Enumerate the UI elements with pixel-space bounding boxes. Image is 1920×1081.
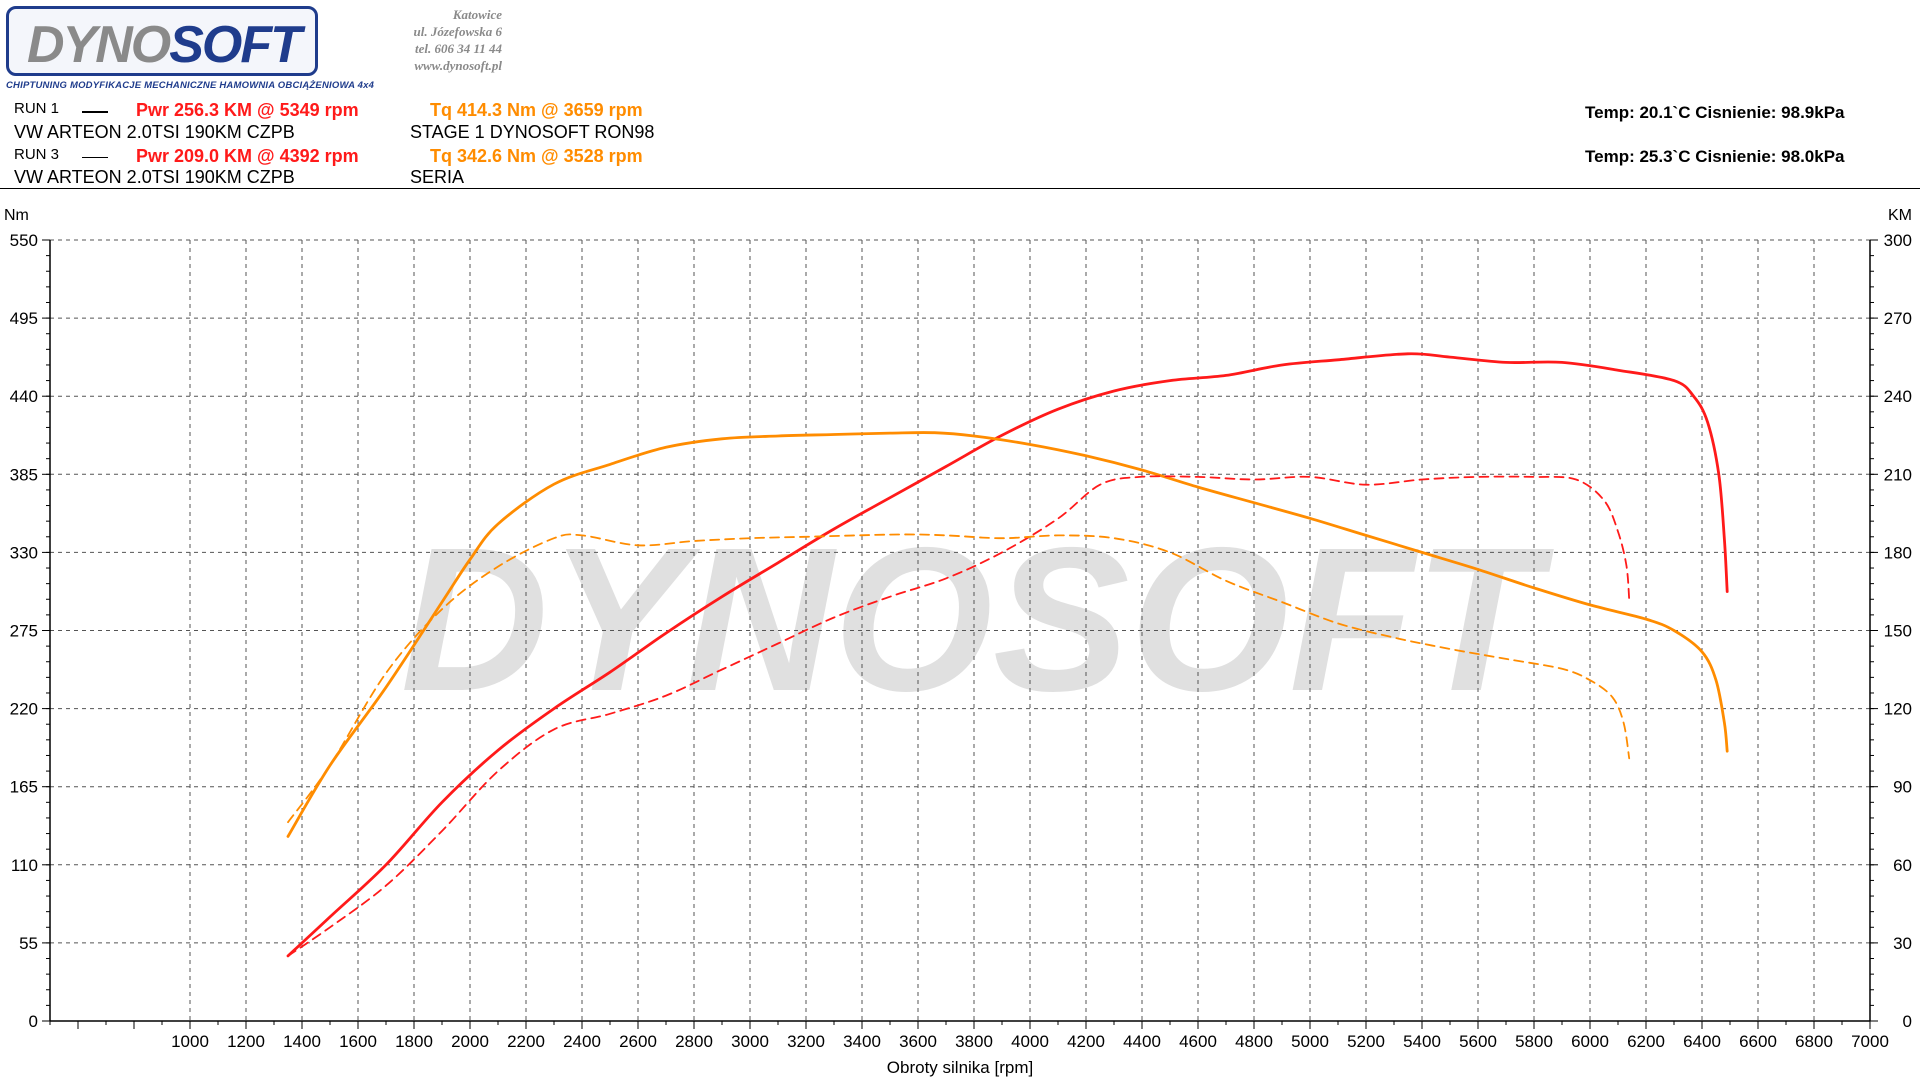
watermark: DYNOSOFT <box>401 505 1555 734</box>
x-tick-label: 1200 <box>227 1032 265 1051</box>
y-right-tick-label: 150 <box>1884 622 1912 641</box>
y-right-tick-label: 120 <box>1884 700 1912 719</box>
x-tick-label: 5800 <box>1515 1032 1553 1051</box>
y-left-tick-label: 0 <box>29 1012 38 1031</box>
address-line: www.dynosoft.pl <box>414 58 502 73</box>
y-right-axis-label: KM <box>1888 207 1912 224</box>
y-right-tick-label: 180 <box>1884 543 1912 562</box>
dynosoft-logo: DYNOSOFT <box>6 6 318 76</box>
y-left-tick-label: 330 <box>10 543 38 562</box>
x-tick-label: 5000 <box>1291 1032 1329 1051</box>
x-tick-label: 6400 <box>1683 1032 1721 1051</box>
y-left-tick-label: 165 <box>10 778 38 797</box>
x-tick-label: 1000 <box>171 1032 209 1051</box>
x-tick-label: 3600 <box>899 1032 937 1051</box>
y-right-tick-label: 60 <box>1893 856 1912 875</box>
x-tick-label: 2600 <box>619 1032 657 1051</box>
y-left-tick-label: 385 <box>10 465 38 484</box>
company-tagline: CHIPTUNING MODYFIKACJE MECHANICZNE HAMOW… <box>6 80 375 91</box>
x-tick-label: 6200 <box>1627 1032 1665 1051</box>
x-tick-label: 6000 <box>1571 1032 1609 1051</box>
chart-axes: 1000 1200 1400 1600 1800 2000 2200 2400 2600 2800… <box>10 231 1912 1051</box>
y-left-tick-label: 110 <box>11 856 38 875</box>
x-tick-label: 5400 <box>1403 1032 1441 1051</box>
run1-note: STAGE 1 DYNOSOFT RON98 <box>410 122 655 142</box>
x-tick-label: 4600 <box>1179 1032 1217 1051</box>
address-line: Katowice <box>452 7 502 22</box>
run-3-pwr-line <box>287 475 1631 957</box>
y-right-tick-label: 300 <box>1884 231 1912 250</box>
run3-car: VW ARTEON 2.0TSI 190KM CZPB <box>14 167 295 187</box>
y-right-tick-label: 270 <box>1884 309 1912 328</box>
run3-power-peak: Pwr 209.0 KM @ 4392 rpm <box>136 146 359 166</box>
x-tick-label: 1800 <box>395 1032 433 1051</box>
x-tick-label: 3200 <box>787 1032 825 1051</box>
y-left-axis-label: Nm <box>4 207 29 224</box>
y-right-tick-label: 90 <box>1893 778 1912 797</box>
x-tick-label: 3800 <box>955 1032 993 1051</box>
y-right-tick-label: 30 <box>1893 934 1912 953</box>
run3-torque-peak: Tq 342.6 Nm @ 3528 rpm <box>430 146 643 166</box>
x-tick-label: 4400 <box>1123 1032 1161 1051</box>
x-tick-label: 3000 <box>731 1032 769 1051</box>
run-1-pwr-line <box>286 352 1729 958</box>
x-tick-label: 1400 <box>283 1032 321 1051</box>
y-left-tick-label: 220 <box>10 700 38 719</box>
chart-frame <box>0 188 1920 1081</box>
chart-series <box>286 352 1729 958</box>
x-tick-label: 7000 <box>1851 1032 1889 1051</box>
run3-label: RUN 3 <box>14 146 60 163</box>
run1-car: VW ARTEON 2.0TSI 190KM CZPB <box>14 122 295 142</box>
x-tick-label: 2200 <box>507 1032 545 1051</box>
run1-power-peak: Pwr 256.3 KM @ 5349 rpm <box>136 100 359 120</box>
y-left-tick-label: 495 <box>10 309 38 328</box>
address-line: tel. 606 34 11 44 <box>414 41 502 56</box>
x-tick-label: 2400 <box>563 1032 601 1051</box>
y-right-tick-label: 210 <box>1884 465 1912 484</box>
x-tick-label: 6800 <box>1795 1032 1833 1051</box>
run1-conditions: Temp: 20.1`C Cisnienie: 98.9kPa <box>1585 103 1845 122</box>
x-tick-label: 3400 <box>843 1032 881 1051</box>
run1-torque-peak: Tq 414.3 Nm @ 3659 rpm <box>430 100 643 120</box>
y-right-tick-label: 0 <box>1903 1012 1912 1031</box>
logo-text-blue: SOFT <box>169 16 302 74</box>
run1-line-swatch <box>82 111 108 113</box>
x-tick-label: 4000 <box>1011 1032 1049 1051</box>
x-tick-label: 1600 <box>339 1032 377 1051</box>
run-1-tq-line <box>286 431 1729 838</box>
report-header: DYNOSOFT Katowice ul. Józefowska 6 tel. … <box>0 0 1920 187</box>
run1-label: RUN 1 <box>14 100 60 117</box>
x-tick-label: 2000 <box>451 1032 489 1051</box>
y-left-tick-label: 440 <box>10 387 38 406</box>
y-left-tick-label: 550 <box>10 231 38 250</box>
run3-note: SERIA <box>410 167 465 187</box>
y-right-tick-label: 240 <box>1884 387 1912 406</box>
chart-grid <box>50 239 1871 1022</box>
logo-text-gray: DYNO <box>27 16 171 74</box>
x-tick-label: 6600 <box>1739 1032 1777 1051</box>
run3-line-swatch <box>82 157 108 158</box>
address-line: ul. Józefowska 6 <box>413 24 502 39</box>
company-address: Katowice ul. Józefowska 6 tel. 606 34 11… <box>322 6 502 74</box>
run-3-tq-line <box>287 533 1631 824</box>
x-tick-label: 2800 <box>675 1032 713 1051</box>
run3-conditions: Temp: 25.3`C Cisnienie: 98.0kPa <box>1585 147 1845 166</box>
y-left-tick-label: 55 <box>19 934 38 953</box>
x-tick-label: 4800 <box>1235 1032 1273 1051</box>
x-tick-label: 5200 <box>1347 1032 1385 1051</box>
x-tick-label: 5600 <box>1459 1032 1497 1051</box>
x-tick-label: 4200 <box>1067 1032 1105 1051</box>
y-left-tick-label: 275 <box>10 622 38 641</box>
x-axis-label: Obroty silnika [rpm] <box>887 1058 1033 1077</box>
